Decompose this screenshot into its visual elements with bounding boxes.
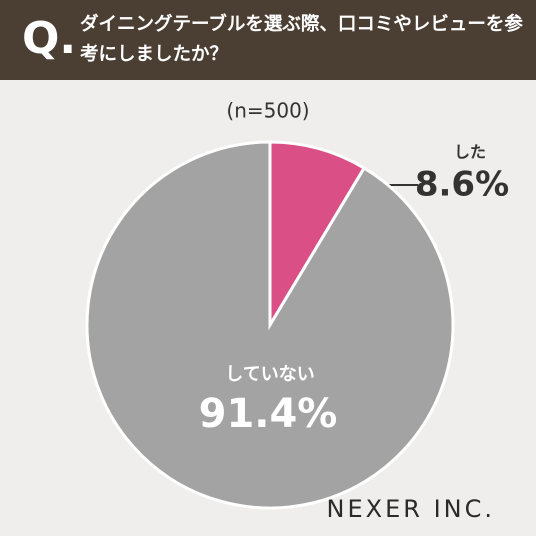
pie-slice	[268, 140, 367, 331]
value-label: 8.6%	[415, 165, 509, 205]
pie-slice	[85, 140, 455, 510]
value-label: 91.4%	[199, 391, 338, 437]
header: Q. ダイニングテーブルを選ぶ際、口コミやレビューを参考にしましたか？	[0, 0, 536, 80]
category-label: していない	[225, 364, 314, 385]
category-label: した	[454, 143, 486, 162]
q-mark: Q.	[22, 13, 77, 64]
chart-title: ダイニングテーブルを選ぶ際、口コミやレビューを参考にしましたか？	[80, 14, 523, 65]
brand: NEXER INC.	[327, 495, 495, 523]
subtitle: (n=500)	[226, 99, 309, 123]
